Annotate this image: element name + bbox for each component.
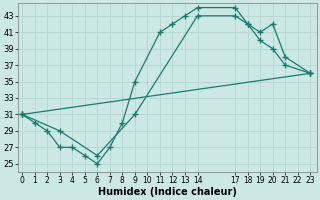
X-axis label: Humidex (Indice chaleur): Humidex (Indice chaleur) [98, 187, 237, 197]
